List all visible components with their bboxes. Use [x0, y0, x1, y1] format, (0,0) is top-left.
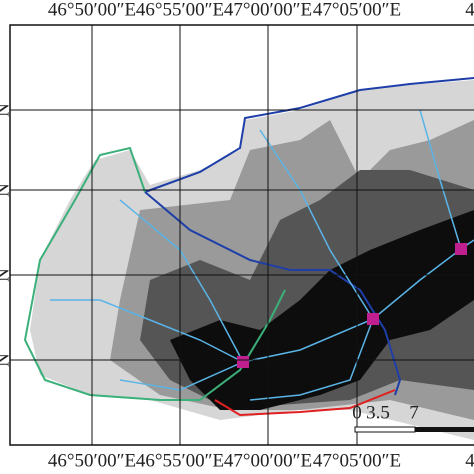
latitude-label: N [0, 103, 13, 117]
longitude-label: 47°00′00″E [224, 0, 312, 20]
latitude-label: N [0, 268, 13, 282]
graticule [10, 25, 474, 445]
boundary-west [23, 146, 286, 401]
longitude-label: 4 [465, 450, 474, 471]
station [237, 356, 249, 368]
river [50, 299, 244, 363]
boundary-north [144, 77, 474, 193]
map-frame [9, 24, 474, 446]
longitude-label: 47°05′00″E [313, 0, 401, 20]
river [249, 318, 374, 401]
scale-bar [354, 426, 474, 433]
longitude-label: 46°50′00″E [48, 0, 136, 20]
scale-segment [415, 427, 474, 432]
scale-label: 7 [409, 402, 419, 423]
latitude-label: N [0, 353, 13, 367]
scale-label: 3.5 [366, 402, 390, 423]
longitude-label: 46°55′00″E [136, 0, 224, 20]
river [259, 129, 374, 320]
station [455, 243, 467, 255]
scale-segment [354, 426, 416, 433]
longitude-label: 47°05′00″E [313, 450, 401, 471]
boundary-east [144, 191, 402, 396]
longitude-label: 4 [465, 0, 474, 20]
basin-boundaries [23, 77, 474, 417]
longitude-label: 46°50′00″E [48, 450, 136, 471]
boundary-south [214, 389, 396, 417]
longitude-label: 46°55′00″E [136, 450, 224, 471]
latitude-label: N [0, 183, 13, 197]
river [419, 109, 462, 250]
scale-label: 0 [352, 402, 362, 423]
longitude-label: 47°00′00″E [224, 450, 312, 471]
station [367, 313, 379, 325]
stations [237, 243, 467, 368]
